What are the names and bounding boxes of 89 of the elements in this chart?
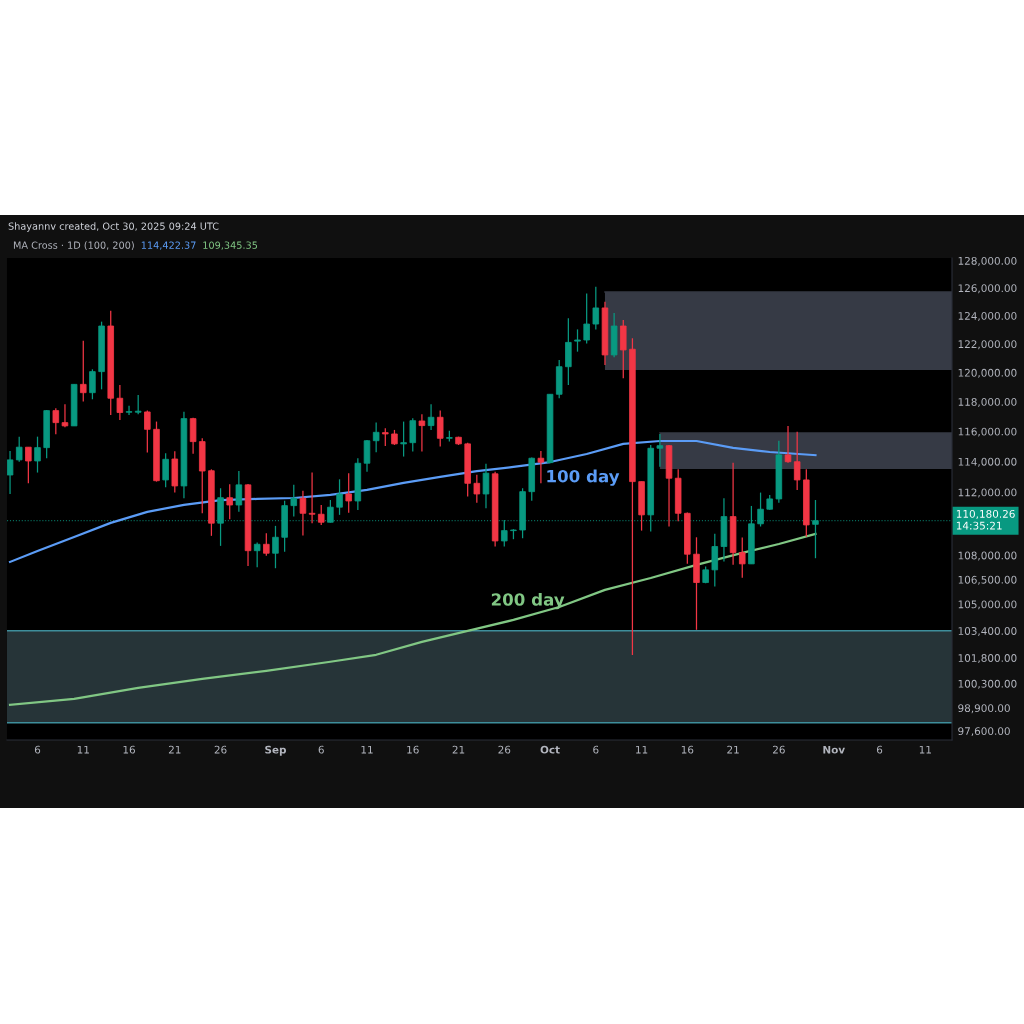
x-tick-label: 11 xyxy=(361,745,373,754)
candlestick xyxy=(235,470,243,513)
candlestick xyxy=(290,484,298,518)
candlestick xyxy=(7,450,14,495)
candlestick xyxy=(162,452,169,488)
candlestick xyxy=(482,463,490,509)
candlestick xyxy=(574,328,581,353)
y-tick-label: 116,000.00 xyxy=(958,427,1017,437)
line-series xyxy=(8,532,817,706)
candlestick xyxy=(89,368,96,400)
y-tick-label: 105,000.00 xyxy=(958,600,1017,610)
x-tick-label: Nov xyxy=(823,745,845,754)
y-tick-label: 101,800.00 xyxy=(958,654,1017,664)
line-series xyxy=(8,439,817,564)
candlestick xyxy=(34,436,41,474)
x-tick-label: 6 xyxy=(34,745,41,754)
y-tick-label: 106,500.00 xyxy=(958,575,1017,585)
text: 114,422.37 xyxy=(141,241,196,250)
candlestick xyxy=(253,541,261,568)
candlestick xyxy=(620,319,627,379)
candlestick xyxy=(317,504,325,526)
x-tick-label: 26 xyxy=(773,745,785,754)
x-tick-label: 11 xyxy=(919,745,931,754)
candlestick xyxy=(336,478,343,516)
candlestick xyxy=(15,436,23,463)
candlestick xyxy=(308,471,316,524)
candlestick xyxy=(125,405,133,416)
x-tick-label: 21 xyxy=(727,745,739,754)
x-tick-label: 6 xyxy=(593,745,599,754)
ref-line-label: 110,180.26 14:35:21 xyxy=(956,509,1015,530)
candlestick xyxy=(299,490,307,537)
annotation: 200 day xyxy=(491,592,565,610)
x-tick-label: 6 xyxy=(318,745,324,754)
candlestick xyxy=(427,403,435,431)
x-tick-label: 26 xyxy=(498,745,511,754)
y-tick-label: 112,000.00 xyxy=(958,488,1017,498)
candlestick xyxy=(189,417,197,455)
candlestick xyxy=(739,536,746,579)
y-tick-label: 114,000.00 xyxy=(958,457,1017,467)
y-tick-label: 98,900.00 xyxy=(958,704,1010,714)
candlestick xyxy=(144,409,151,454)
x-tick-label: 16 xyxy=(681,745,694,754)
x-tick-label: 6 xyxy=(876,745,883,754)
candlestick xyxy=(473,474,481,504)
candlestick xyxy=(418,413,426,453)
y-tick-label: 97,600.00 xyxy=(958,727,1010,737)
candlestick xyxy=(272,525,279,569)
candlestick xyxy=(80,340,87,403)
y-tick-label: 126,000.00 xyxy=(958,284,1017,294)
y-tick-label: 108,000.00 xyxy=(958,551,1017,561)
chart-subtitle: MA Cross · 1D (100, 200) xyxy=(13,241,134,250)
x-tick-label: 16 xyxy=(407,745,419,754)
y-tick-label: 122,000.00 xyxy=(958,340,1017,350)
candlestick xyxy=(25,446,32,484)
chart-title: Shayannv created, Oct 30, 2025 09:24 UTC xyxy=(8,222,219,232)
x-tick-label: 11 xyxy=(636,745,648,754)
x-tick-label: 11 xyxy=(77,745,89,754)
y-tick-label: 118,000.00 xyxy=(958,398,1017,407)
candlestick xyxy=(409,417,417,453)
y-tick-label: 124,000.00 xyxy=(958,311,1017,321)
candlestick xyxy=(345,472,352,514)
candlestick xyxy=(372,421,380,453)
candlestick xyxy=(52,407,60,435)
x-tick-label: Sep xyxy=(265,745,287,756)
candlestick xyxy=(656,433,664,468)
candlestick xyxy=(784,425,792,464)
x-tick-label: 21 xyxy=(452,745,465,754)
x-tick-label: Oct xyxy=(540,745,560,754)
candlestick xyxy=(363,439,371,473)
candlestick xyxy=(793,431,801,491)
candlestick xyxy=(537,450,545,484)
candlestick xyxy=(592,286,600,331)
text: 109,345.35 xyxy=(203,241,258,250)
candlestick xyxy=(400,420,407,458)
candlestick xyxy=(134,394,142,415)
y-tick-label: 100,300.00 xyxy=(958,679,1017,689)
candlestick xyxy=(436,409,444,448)
y-tick-label: 103,400.00 xyxy=(958,627,1017,636)
y-tick-label: 128,000.00 xyxy=(958,256,1017,266)
candlestick xyxy=(226,483,233,520)
candlestick xyxy=(711,533,719,588)
y-tick-label: 120,000.00 xyxy=(958,368,1017,378)
candlestick xyxy=(583,292,590,345)
candlestick xyxy=(116,384,124,421)
x-tick-label: 26 xyxy=(214,745,227,754)
annotation: 100 day xyxy=(547,469,620,486)
candlestick xyxy=(263,532,270,557)
x-tick-label: 21 xyxy=(168,745,181,754)
x-tick-label: 16 xyxy=(123,745,136,754)
